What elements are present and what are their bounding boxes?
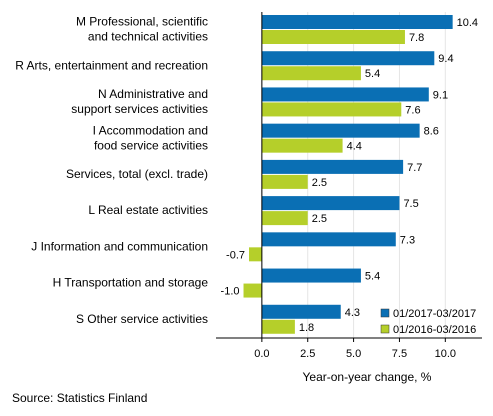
data-label: 5.4 xyxy=(365,68,380,80)
data-label: 2.5 xyxy=(312,177,327,189)
legend-label: 01/2017-03/2017 xyxy=(393,308,476,320)
bar xyxy=(261,15,453,29)
category-label: and technical activities xyxy=(88,30,208,44)
data-label: 2.5 xyxy=(312,213,327,225)
x-tick-labels: 0.0 2.5 5.0 7.5 10.0 xyxy=(254,348,456,360)
bar xyxy=(261,304,341,319)
category-label: M Professional, scientific xyxy=(76,15,208,29)
data-label: 8.6 xyxy=(424,126,439,138)
data-label: 7.8 xyxy=(409,32,424,44)
bar xyxy=(261,174,308,189)
data-label: -1.0 xyxy=(221,286,240,298)
bar xyxy=(261,196,400,211)
x-tick-label: 0.0 xyxy=(254,348,269,360)
category-label: R Arts, entertainment and recreation xyxy=(15,58,208,72)
category-label: Services, total (excl. trade) xyxy=(66,167,208,181)
data-label: 4.3 xyxy=(345,307,360,319)
category-label: L Real estate activities xyxy=(88,203,208,217)
bar xyxy=(261,123,420,138)
data-label: 7.3 xyxy=(400,234,415,246)
data-label: 9.1 xyxy=(433,89,448,101)
bar xyxy=(261,66,361,81)
x-tick-label: 7.5 xyxy=(392,348,407,360)
x-tick-label: 5.0 xyxy=(346,348,361,360)
data-labels: 10.4 7.8 9.4 5.4 9.1 7.6 8.6 4.4 7.7 2.5 7.5 2.5 7.3… xyxy=(221,17,479,334)
data-label: 1.8 xyxy=(299,322,314,334)
bar xyxy=(243,283,262,298)
bar xyxy=(261,102,402,117)
bar xyxy=(261,319,295,334)
x-tick-label: 10.0 xyxy=(435,348,456,360)
legend-label: 01/2016-03/2016 xyxy=(393,324,476,336)
bar xyxy=(261,30,405,44)
legend-swatch xyxy=(380,308,390,318)
data-label: 7.6 xyxy=(405,104,420,116)
category-label: food service activities xyxy=(94,138,208,152)
bar xyxy=(261,159,404,174)
category-label: H Transportation and storage xyxy=(53,276,209,290)
data-label: 5.4 xyxy=(365,271,380,283)
bars xyxy=(243,15,453,334)
legend-swatch xyxy=(380,324,390,334)
category-label: N Administrative and xyxy=(98,87,208,101)
data-label: 7.5 xyxy=(403,198,418,210)
bar xyxy=(261,87,429,102)
x-axis-title: Year-on-year change, % xyxy=(303,370,432,384)
bar xyxy=(261,232,396,247)
bar xyxy=(261,268,361,283)
category-label: J Information and communication xyxy=(31,239,208,253)
data-label: 10.4 xyxy=(457,17,478,29)
data-label: -0.7 xyxy=(226,249,245,261)
legend: 01/2017-03/2017 01/2016-03/2016 xyxy=(380,308,476,336)
bar xyxy=(249,247,262,262)
bar xyxy=(261,211,308,226)
data-label: 7.7 xyxy=(407,162,422,174)
category-label: I Accommodation and xyxy=(93,123,208,137)
bar xyxy=(261,138,343,153)
x-tick-label: 2.5 xyxy=(300,348,315,360)
data-label: 4.4 xyxy=(347,141,362,153)
category-label: S Other service activities xyxy=(76,312,208,326)
category-label: support services activities xyxy=(71,102,208,116)
bar xyxy=(261,51,435,66)
axes xyxy=(216,12,482,342)
source-note: Source: Statistics Finland xyxy=(12,391,148,405)
data-label: 9.4 xyxy=(438,53,453,65)
